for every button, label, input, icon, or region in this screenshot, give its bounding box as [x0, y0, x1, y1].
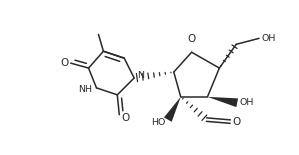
Text: OH: OH	[262, 34, 276, 43]
Text: O: O	[187, 34, 196, 44]
Polygon shape	[164, 97, 181, 122]
Text: O: O	[121, 113, 129, 123]
Text: O: O	[232, 117, 240, 127]
Text: OH: OH	[239, 98, 254, 107]
Text: N: N	[137, 71, 144, 80]
Text: HO: HO	[152, 118, 166, 127]
Text: O: O	[60, 58, 69, 68]
Text: NH: NH	[79, 85, 92, 94]
Polygon shape	[208, 97, 238, 107]
